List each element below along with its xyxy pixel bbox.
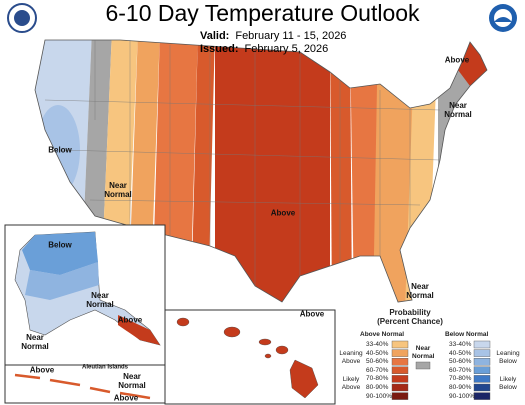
legend-range: 33-40% (449, 341, 472, 348)
legend-swatch (473, 392, 491, 400)
legend-swatch (391, 375, 409, 383)
region (350, 40, 382, 302)
issued-value: February 5, 2026 (244, 43, 329, 55)
map-label: Above (29, 365, 55, 375)
legend-side: Likely Below (499, 376, 517, 391)
legend-side: Likely Above (341, 376, 361, 391)
legend-swatch (473, 383, 491, 392)
legend-near-name: Near Normal (412, 345, 435, 360)
legend-swatch (473, 375, 491, 383)
legend-swatch (391, 392, 409, 400)
legend-side: Leaning Below (496, 350, 520, 365)
map-label: Near Normal (104, 181, 132, 199)
map-label: Below (48, 240, 72, 250)
legend-swatch (391, 340, 409, 349)
legend-title: Probability (389, 308, 431, 317)
legend-swatch (473, 340, 491, 349)
legend-subtitle: (Percent Chance) (377, 317, 443, 326)
map-label: Near Normal (118, 372, 146, 390)
legend-side: Leaning Above (339, 350, 363, 365)
legend-range: 60-70% (366, 366, 389, 374)
legend-range: 33-40% (366, 341, 389, 348)
legend-swatch (391, 358, 409, 366)
legend-range: 50-60% (449, 358, 472, 366)
legend-range: 90-100% (449, 392, 476, 400)
legend-swatch (473, 358, 491, 366)
region (373, 40, 415, 302)
map-label: Above (113, 393, 139, 403)
legend-above-name: Above Normal (360, 331, 405, 338)
issued: Issued: February 5, 2026 (200, 43, 328, 55)
legend-range: 40-50% (449, 349, 472, 357)
valid-label: Valid: (200, 30, 230, 42)
map-label: Above (444, 55, 470, 65)
legend-swatch (473, 366, 491, 374)
legend-swatch (391, 383, 409, 392)
legend-range: 70-80% (449, 375, 472, 383)
legend-range: 80-90% (366, 384, 389, 391)
map-label: Near Normal (86, 291, 114, 309)
region (215, 40, 330, 302)
title: 6-10 Day Temperature Outlook (105, 0, 420, 26)
valid-value: February 11 - 15, 2026 (235, 30, 347, 42)
map-label: Above (299, 309, 325, 319)
map-label: Above (117, 315, 143, 325)
map-label: Near Normal (444, 101, 472, 119)
map-label: Below (48, 145, 72, 155)
issued-label: Issued: (200, 43, 239, 55)
region (330, 40, 352, 302)
legend-range: 90-100% (366, 392, 393, 400)
map-label: Above (270, 208, 296, 218)
legend-below-name: Below Normal (445, 331, 489, 338)
legend-swatch (391, 366, 409, 374)
legend-swatch (415, 361, 431, 370)
legend-range: 80-90% (449, 384, 472, 391)
map-label: Aleutian Islands (81, 364, 128, 371)
region (191, 40, 215, 302)
legend-range: 60-70% (449, 366, 472, 374)
legend-range: 40-50% (366, 349, 389, 357)
legend-range: 70-80% (366, 375, 389, 383)
legend-range: 50-60% (366, 358, 389, 366)
valid: Valid: February 11 - 15, 2026 (200, 30, 346, 42)
legend-swatch (391, 349, 409, 357)
map-label: Near Normal (21, 333, 49, 351)
map-label: Near Normal (406, 282, 434, 300)
legend-swatch (473, 349, 491, 357)
